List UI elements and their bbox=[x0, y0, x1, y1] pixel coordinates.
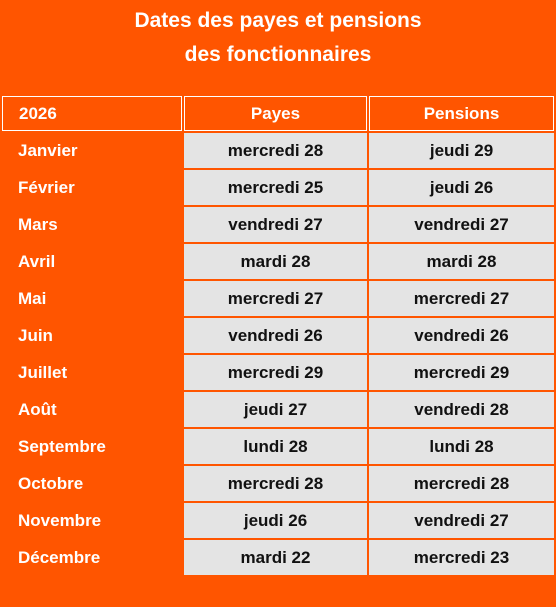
payes-cell: vendredi 26 bbox=[184, 318, 367, 353]
header-year: 2026 bbox=[2, 96, 182, 131]
table-row: Décembre mardi 22 mercredi 23 bbox=[2, 540, 554, 575]
payes-cell: mercredi 28 bbox=[184, 133, 367, 168]
month-cell: Janvier bbox=[2, 133, 182, 168]
pensions-cell: mercredi 29 bbox=[369, 355, 554, 390]
pensions-cell: lundi 28 bbox=[369, 429, 554, 464]
table-row: Septembre lundi 28 lundi 28 bbox=[2, 429, 554, 464]
pensions-cell: vendredi 28 bbox=[369, 392, 554, 427]
table-row: Mars vendredi 27 vendredi 27 bbox=[2, 207, 554, 242]
table-row: Juillet mercredi 29 mercredi 29 bbox=[2, 355, 554, 390]
table-row: Août jeudi 27 vendredi 28 bbox=[2, 392, 554, 427]
month-cell: Novembre bbox=[2, 503, 182, 538]
table-body: Janvier mercredi 28 jeudi 29 Février mercred… bbox=[2, 133, 554, 575]
payes-cell: jeudi 27 bbox=[184, 392, 367, 427]
table-row: Avril mardi 28 mardi 28 bbox=[2, 244, 554, 279]
month-cell: Février bbox=[2, 170, 182, 205]
pensions-cell: mercredi 28 bbox=[369, 466, 554, 501]
payes-cell: vendredi 27 bbox=[184, 207, 367, 242]
month-cell: Mars bbox=[2, 207, 182, 242]
payes-cell: mercredi 29 bbox=[184, 355, 367, 390]
table-row: Janvier mercredi 28 jeudi 29 bbox=[2, 133, 554, 168]
header-payes: Payes bbox=[184, 96, 367, 131]
table-row: Juin vendredi 26 vendredi 26 bbox=[2, 318, 554, 353]
payes-cell: mercredi 25 bbox=[184, 170, 367, 205]
pensions-cell: vendredi 27 bbox=[369, 207, 554, 242]
table-row: Octobre mercredi 28 mercredi 28 bbox=[2, 466, 554, 501]
dates-table: 2026 Payes Pensions Janvier mercredi 28 je… bbox=[0, 94, 556, 577]
table-row: Février mercredi 25 jeudi 26 bbox=[2, 170, 554, 205]
table-row: Novembre jeudi 26 vendredi 27 bbox=[2, 503, 554, 538]
month-cell: Mai bbox=[2, 281, 182, 316]
payes-cell: lundi 28 bbox=[184, 429, 367, 464]
pensions-cell: jeudi 26 bbox=[369, 170, 554, 205]
payes-cell: mardi 22 bbox=[184, 540, 367, 575]
payes-cell: jeudi 26 bbox=[184, 503, 367, 538]
month-cell: Juin bbox=[2, 318, 182, 353]
title-line-2: des fonctionnaires bbox=[184, 43, 372, 66]
table-header-row: 2026 Payes Pensions bbox=[2, 96, 554, 131]
pensions-cell: vendredi 26 bbox=[369, 318, 554, 353]
pensions-cell: mercredi 23 bbox=[369, 540, 554, 575]
payes-cell: mercredi 27 bbox=[184, 281, 367, 316]
month-cell: Décembre bbox=[2, 540, 182, 575]
month-cell: Septembre bbox=[2, 429, 182, 464]
month-cell: Août bbox=[2, 392, 182, 427]
pensions-cell: mardi 28 bbox=[369, 244, 554, 279]
page-title: Dates des payes et pensions des fonction… bbox=[0, 0, 556, 92]
table-row: Mai mercredi 27 mercredi 27 bbox=[2, 281, 554, 316]
pensions-cell: jeudi 29 bbox=[369, 133, 554, 168]
pensions-cell: vendredi 27 bbox=[369, 503, 554, 538]
payes-cell: mercredi 28 bbox=[184, 466, 367, 501]
month-cell: Octobre bbox=[2, 466, 182, 501]
month-cell: Juillet bbox=[2, 355, 182, 390]
header-pensions: Pensions bbox=[369, 96, 554, 131]
pensions-cell: mercredi 27 bbox=[369, 281, 554, 316]
title-line-1: Dates des payes et pensions bbox=[134, 9, 422, 32]
month-cell: Avril bbox=[2, 244, 182, 279]
payes-cell: mardi 28 bbox=[184, 244, 367, 279]
